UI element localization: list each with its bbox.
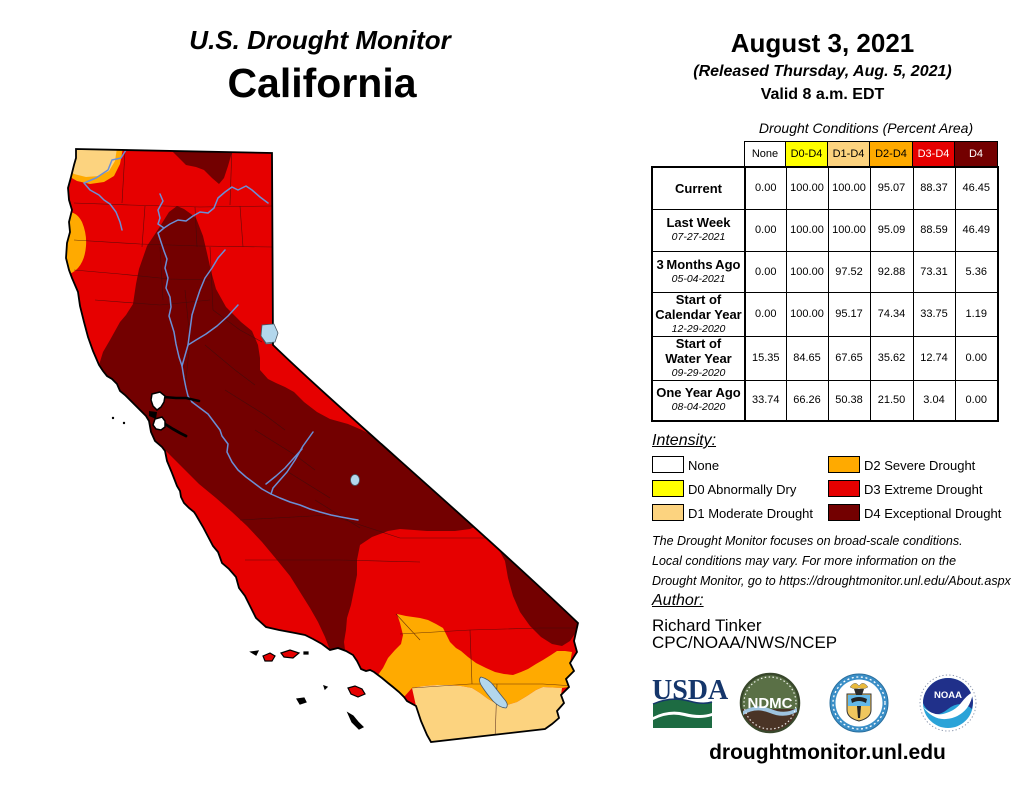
svg-text:NDMC: NDMC — [748, 695, 793, 712]
svg-text:NOAA: NOAA — [934, 690, 962, 701]
